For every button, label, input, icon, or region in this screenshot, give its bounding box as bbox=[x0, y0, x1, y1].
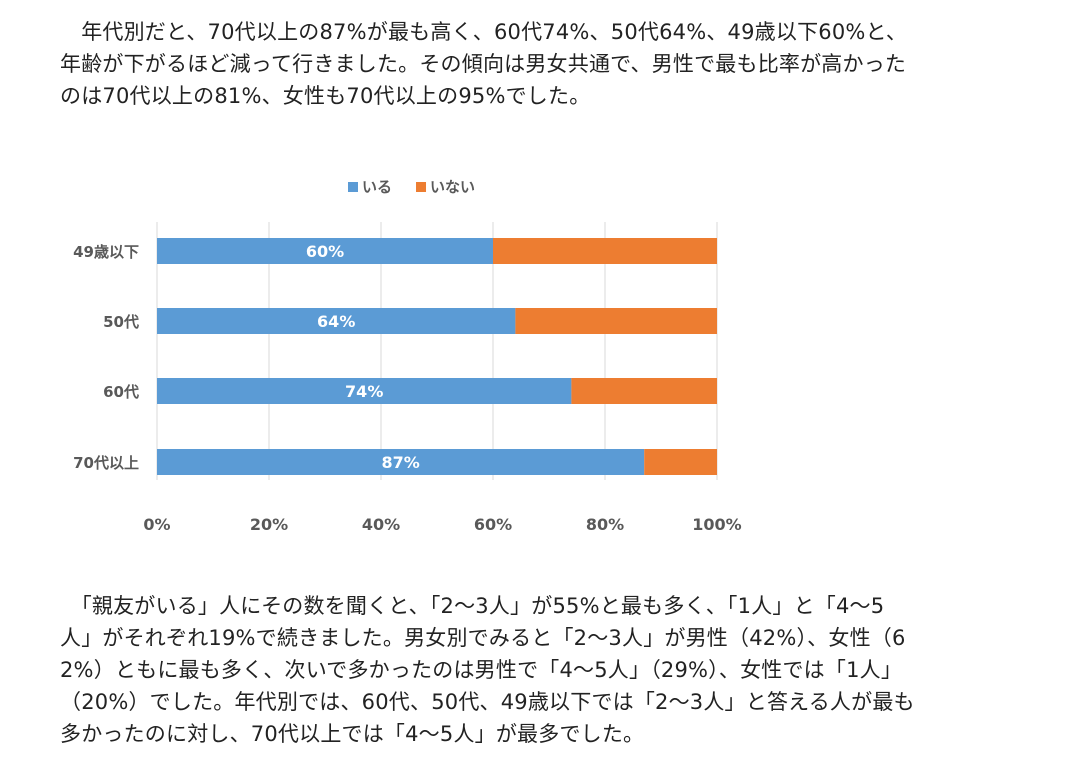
paragraph-bottom-line: 人」がそれぞれ19%で続きました。男女別でみると「2〜3人」が男性（42%）、女… bbox=[60, 626, 906, 650]
paragraph-bottom: 「親友がいる」人にその数を聞くと、「2〜3人」が55%と最も多く、「1人」と「4… bbox=[60, 590, 1045, 750]
legend-swatch bbox=[416, 182, 427, 192]
chart-svg: 0% 20% 40% 60% 80% 100% 60% 49歳以下 64% 50代 74% 60代 87… bbox=[73, 178, 742, 534]
chart-legend: いる いない bbox=[348, 178, 475, 196]
y-category-label: 60代 bbox=[103, 383, 139, 401]
paragraph-bottom-line: 多かったのに対し、70代以上では「4〜5人」が最多でした。 bbox=[60, 722, 645, 746]
paragraph-bottom-line: 「親友がいる」人にその数を聞くと、「2〜3人」が55%と最も多く、「1人」と「4… bbox=[60, 594, 885, 618]
bar-inai bbox=[644, 449, 717, 475]
paragraph-top-line: 年齢が下がるほど減って行きました。その傾向は男女共通で、男性で最も比率が高かった bbox=[60, 52, 907, 76]
bar-data-label: 74% bbox=[345, 382, 383, 401]
bar-iru bbox=[157, 308, 516, 334]
bar-iru bbox=[157, 238, 493, 264]
bar-data-label: 64% bbox=[317, 312, 355, 331]
bar-data-label: 60% bbox=[306, 242, 344, 261]
bar-data-label: 87% bbox=[381, 453, 419, 472]
chart-labels: 0% 20% 40% 60% 80% 100% 60% 49歳以下 64% 50代 74% 60代 87… bbox=[73, 242, 742, 534]
paragraph-bottom-line: 2%）ともに最も多く、次いで多かったのは男性で「4〜5人」（29%）、女性では「… bbox=[60, 658, 903, 682]
x-tick-label: 20% bbox=[250, 515, 288, 534]
chart-bars bbox=[157, 238, 717, 475]
bar-inai bbox=[571, 378, 717, 404]
legend-swatch bbox=[348, 182, 358, 192]
legend-label: いる bbox=[362, 178, 392, 196]
stacked-bar-chart: 0% 20% 40% 60% 80% 100% 60% 49歳以下 64% 50代 74% 60代 87… bbox=[0, 160, 1074, 560]
x-tick-label: 100% bbox=[692, 515, 741, 534]
x-tick-label: 80% bbox=[586, 515, 624, 534]
y-category-label: 50代 bbox=[103, 313, 139, 331]
x-tick-label: 0% bbox=[143, 515, 170, 534]
bar-iru bbox=[157, 449, 645, 475]
y-category-label: 70代以上 bbox=[73, 454, 139, 472]
paragraph-bottom-line: （20%）でした。年代別では、60代、50代、49歳以下では「2〜3人」と答える… bbox=[60, 690, 915, 714]
y-category-label: 49歳以下 bbox=[73, 243, 139, 261]
bar-inai bbox=[515, 308, 717, 334]
chart-grid bbox=[156, 222, 718, 480]
paragraph-top-line: 年代別だと、70代以上の87%が最も高く、60代74%、50代64%、49歳以下… bbox=[60, 20, 908, 44]
legend-label: いない bbox=[430, 178, 475, 196]
x-tick-label: 40% bbox=[362, 515, 400, 534]
bar-iru bbox=[157, 378, 572, 404]
paragraph-top: 年代別だと、70代以上の87%が最も高く、60代74%、50代64%、49歳以下… bbox=[60, 16, 1045, 112]
paragraph-top-line: のは70代以上の81%、女性も70代以上の95%でした。 bbox=[60, 84, 591, 108]
x-tick-label: 60% bbox=[474, 515, 512, 534]
bar-inai bbox=[493, 238, 717, 264]
